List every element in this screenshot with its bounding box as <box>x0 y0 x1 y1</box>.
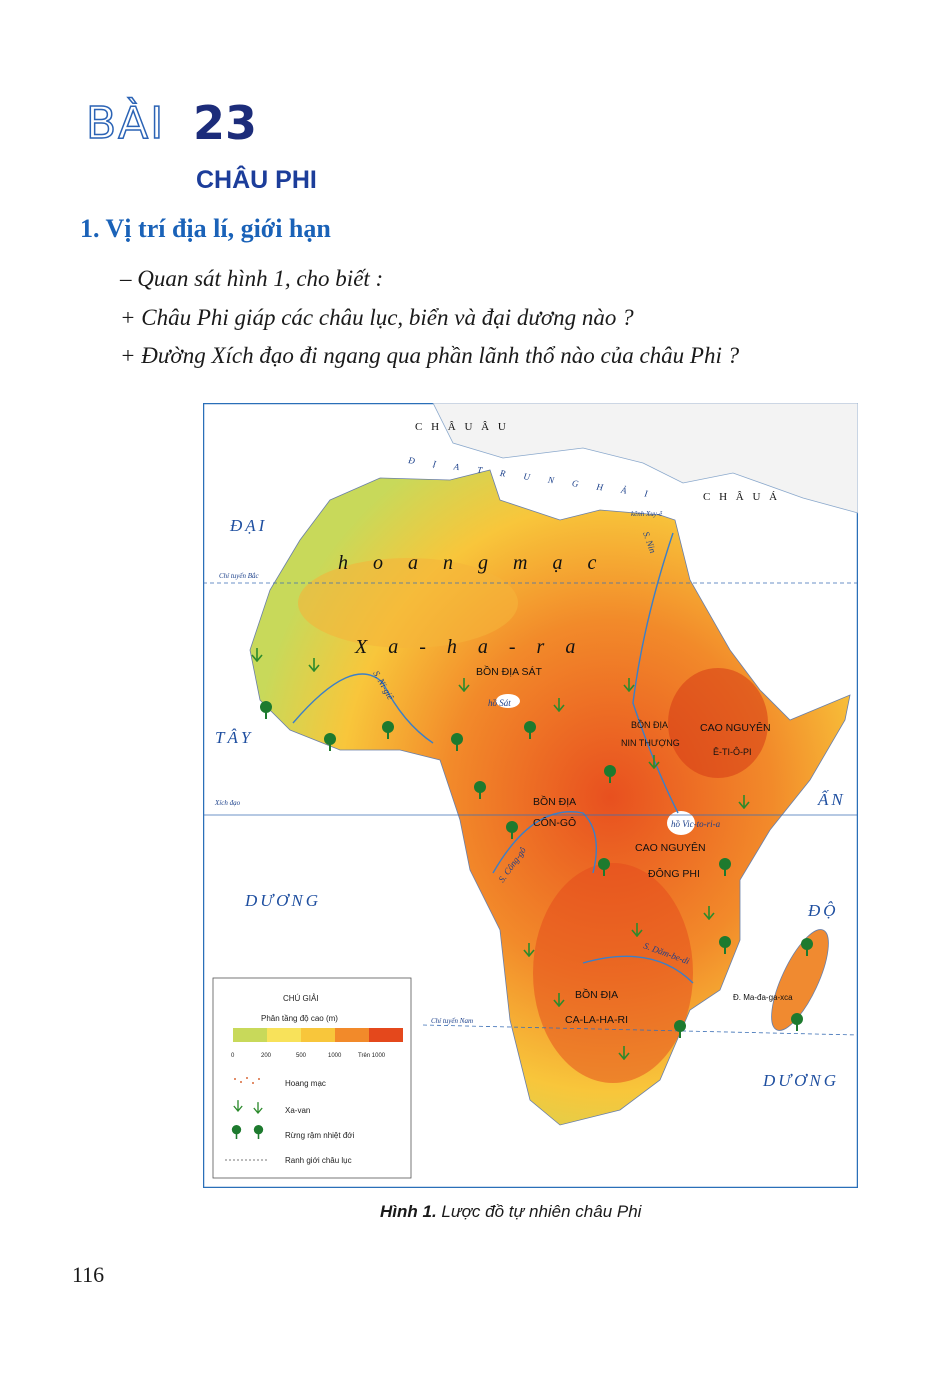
map-label: CÔN-GÔ <box>533 816 576 829</box>
map-label: CAO NGUYÊN <box>635 841 706 854</box>
legend-scale-title: Phân tầng độ cao (m) <box>261 1014 338 1023</box>
legend-item: Hoang mạc <box>285 1079 326 1088</box>
scale-label: 200 <box>261 1053 272 1059</box>
river-zambezi <box>582 955 694 984</box>
map-label: ĐÔNG PHI <box>648 867 700 880</box>
map-label: Xích đạo <box>214 799 241 807</box>
tropic-line <box>422 1024 858 1036</box>
scale-label: 0 <box>231 1053 235 1059</box>
lake-chad <box>496 694 520 708</box>
relief-patch <box>298 558 518 648</box>
river-nile <box>632 532 679 814</box>
legend-box <box>212 977 412 1179</box>
desert-symbol <box>234 1077 260 1084</box>
map-label: Đ. Ma-đa-ga-xca <box>733 993 793 1002</box>
question: + Châu Phi giáp các châu lục, biển và đạ… <box>120 305 634 330</box>
legend: CHÚ GIẢI Phân tầng độ cao (m) 0 200 500 … <box>212 977 412 1179</box>
lesson-number: 23 <box>193 96 258 150</box>
scale-swatch <box>301 1028 335 1042</box>
eurasia-land <box>432 403 858 514</box>
lake-victoria <box>667 811 695 835</box>
map-label: h o a n g m ạ c <box>338 552 606 574</box>
map-label: C H Â U Á <box>703 491 780 503</box>
map-label: Ê-TI-Ô-PI <box>713 747 752 757</box>
map-label: C H Â U Â U <box>415 421 509 433</box>
map-label: Chí tuyến Nam <box>431 1017 473 1025</box>
map-label: CAO NGUYÊN <box>700 721 771 734</box>
map-label: TÂY <box>215 728 253 747</box>
map-label: hồ Vic-to-ri-a <box>671 819 721 829</box>
map-label: BỒN ĐỊA SÁT <box>476 665 543 678</box>
lesson-word: BÀI <box>85 97 166 150</box>
legend-title: CHÚ GIẢI <box>283 994 319 1003</box>
figure-caption: Hình 1. Lược đồ tự nhiên châu Phi <box>380 1202 641 1222</box>
legend-item: Rừng rậm nhiệt đới <box>285 1131 355 1140</box>
scale-label: 1000 <box>328 1053 342 1059</box>
section-heading: 1. Vị trí địa lí, giới hạn <box>80 214 331 243</box>
map-label: BỒN ĐỊA <box>533 795 576 808</box>
scale-swatch <box>233 1028 267 1042</box>
map-label: X a - h a - r a <box>354 636 583 658</box>
map-label: CA-LA-HA-RI <box>565 1014 628 1026</box>
question: – Quan sát hình 1, cho biết : <box>120 266 384 291</box>
map-label: ẤN <box>817 790 846 809</box>
map-label: DƯƠNG <box>762 1071 839 1090</box>
scale-label: 500 <box>296 1053 307 1059</box>
map-label: BỒN ĐỊA <box>575 988 618 1001</box>
relief-patch <box>668 668 768 778</box>
map-label: ĐẠI <box>229 516 267 535</box>
map-label: DƯƠNG <box>244 891 321 910</box>
caption-text: Lược đồ tự nhiên châu Phi <box>441 1202 642 1221</box>
map-label: kênh Xuy-ê <box>631 510 663 518</box>
caption-prefix: Hình 1. <box>380 1202 437 1221</box>
scale-label: Trên 1000 <box>358 1053 386 1059</box>
scale-swatch <box>369 1028 403 1042</box>
question: + Đường Xích đạo đi ngang qua phần lãnh … <box>120 343 740 368</box>
scale-swatch <box>335 1028 369 1042</box>
map-label: BỒN ĐỊA <box>631 719 668 730</box>
map-label: Chí tuyến Bắc <box>219 572 260 580</box>
map: C H Â U Â U Đ Ị A T R U N G H Ả I C H Â … <box>203 403 858 1188</box>
scale-swatch <box>267 1028 301 1042</box>
relief-patch <box>533 863 693 1083</box>
page-number: 116 <box>72 1262 105 1287</box>
river-niger <box>292 673 434 744</box>
legend-item: Xa-van <box>285 1106 310 1115</box>
map-label: ĐỘ <box>807 901 839 920</box>
lesson-title: CHÂU PHI <box>196 166 317 194</box>
madagascar <box>771 929 829 1031</box>
map-label: hồ Sát <box>488 698 511 708</box>
river-congo <box>492 811 598 874</box>
legend-item: Ranh giới châu lục <box>285 1156 352 1165</box>
map-label: NIN THƯỢNG <box>621 738 680 748</box>
